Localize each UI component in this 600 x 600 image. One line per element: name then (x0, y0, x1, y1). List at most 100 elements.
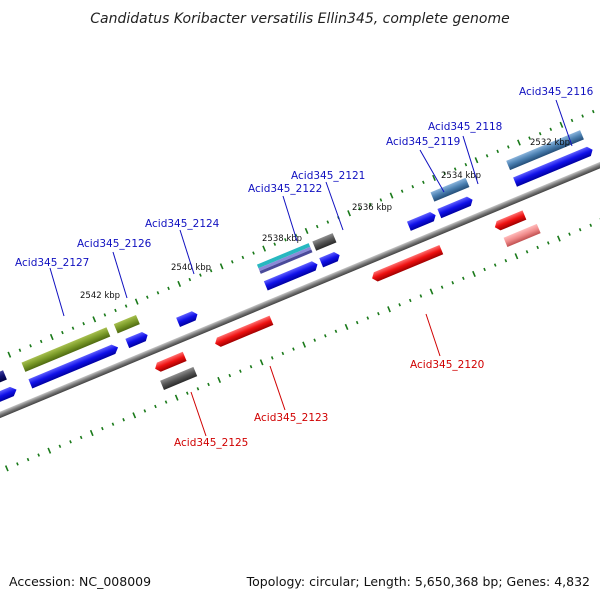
bottom-scale-tick (355, 320, 359, 325)
bottom-scale-tick (69, 440, 72, 444)
gene-2118-steel[interactable] (430, 177, 470, 202)
bottom-scale-tick (377, 311, 380, 316)
label-Acid345_2116[interactable]: Acid345_2116 (519, 86, 594, 98)
top-scale-tick (474, 157, 479, 164)
top-scale-tick (538, 132, 542, 136)
top-scale-tick (61, 330, 64, 335)
label-Acid345_2119[interactable]: Acid345_2119 (386, 136, 460, 148)
leader-2119 (419, 149, 445, 193)
top-scale-tick (103, 313, 107, 317)
top-scale-tick (167, 286, 170, 291)
gene-far-left-forward[interactable] (0, 385, 18, 404)
top-scale-tick (347, 210, 351, 217)
gene-2124-forward[interactable] (176, 310, 199, 327)
bottom-scale-tick (16, 462, 19, 466)
bottom-scale-tick (196, 387, 200, 391)
gene-2121-forward[interactable] (319, 250, 341, 268)
gene-2118-forward[interactable] (437, 195, 474, 219)
bottom-scale-tick (536, 245, 539, 250)
bottom-scale-tick (186, 391, 189, 395)
leader-2122 (282, 195, 298, 242)
bottom-scale-tick (451, 281, 455, 285)
gene-2116-forward[interactable] (513, 145, 594, 187)
top-scale-tick (570, 118, 574, 123)
bottom-scale-tick (164, 400, 168, 404)
leader-2116 (555, 99, 573, 147)
gene-2127-forward[interactable] (28, 343, 120, 389)
top-scale-tick (219, 263, 224, 270)
gene-2125-reverse[interactable] (153, 351, 187, 374)
bottom-scale-tick (270, 356, 274, 360)
gene-far-left-navy[interactable] (0, 370, 7, 388)
top-scale-tick (443, 171, 446, 176)
scale-ticks-top (0, 109, 595, 361)
top-scale-tick (29, 344, 32, 348)
gene-2122-forward[interactable] (263, 260, 320, 291)
scale-label-2542: 2542 kbp (80, 291, 120, 301)
top-scale-tick (82, 322, 85, 326)
bottom-scale-tick (143, 409, 147, 413)
top-scale-tick (549, 127, 553, 131)
gene-2122-steel[interactable] (259, 249, 313, 274)
map-title: Candidatus Koribacter versatilis Ellin34… (90, 11, 509, 27)
top-scale-tick (528, 136, 531, 140)
gene-2121-gray[interactable] (312, 233, 337, 251)
scale-label-2532: 2532 kbp (530, 138, 570, 148)
bottom-scale-tick (568, 232, 571, 236)
label-Acid345_2120[interactable]: Acid345_2120 (410, 359, 484, 371)
top-scale-tick (146, 295, 149, 299)
bottom-scale-tick (122, 418, 125, 422)
gene-2122-lavender[interactable] (258, 246, 312, 272)
label-Acid345_2122[interactable]: Acid345_2122 (248, 183, 322, 195)
bottom-scale-tick (154, 404, 157, 409)
gene-2120-reverse[interactable] (370, 244, 444, 283)
gene-2126-olive[interactable] (113, 314, 140, 334)
top-scale-tick (389, 192, 394, 199)
leader-2126 (112, 251, 128, 299)
leader-2123 (269, 365, 286, 411)
top-scale-tick (156, 291, 160, 295)
label-Acid345_2126[interactable]: Acid345_2126 (77, 238, 152, 250)
top-scale-tick (241, 255, 245, 260)
bottom-scale-tick (493, 263, 497, 267)
label-Acid345_2127[interactable]: Acid345_2127 (15, 257, 89, 269)
gene-2116-steel[interactable] (506, 130, 584, 171)
gene-right-reverse[interactable] (493, 210, 527, 232)
top-scale-tick (71, 326, 75, 330)
gene-right-pink[interactable] (503, 223, 541, 247)
leader-2125 (190, 391, 207, 437)
top-scale-tick (199, 273, 202, 277)
gene-2122-cyan[interactable] (256, 243, 311, 269)
gene-2125-gray[interactable] (160, 366, 198, 390)
gene-2127-olive[interactable] (21, 327, 111, 372)
top-scale-tick (134, 298, 139, 305)
top-scale-tick (411, 185, 415, 189)
leader-2127 (49, 267, 65, 317)
accession-text: Accession: NC_008009 (9, 574, 151, 589)
bottom-scale-tick (37, 453, 40, 457)
leader-2124 (179, 229, 195, 275)
top-scale-tick (177, 280, 182, 288)
bottom-scale-tick (398, 303, 401, 307)
top-scale-tick (188, 277, 192, 282)
label-Acid345_2118[interactable]: Acid345_2118 (428, 121, 502, 133)
bottom-scale-tick (440, 285, 444, 289)
label-Acid345_2121[interactable]: Acid345_2121 (291, 170, 365, 182)
top-scale-tick (49, 333, 54, 341)
label-Acid345_2125[interactable]: Acid345_2125 (174, 437, 248, 449)
bottom-scale-tick (525, 250, 529, 254)
bottom-scale-tick (79, 435, 83, 440)
bottom-scale-tick (281, 351, 285, 356)
gene-2126-forward[interactable] (125, 330, 149, 349)
label-Acid345_2123[interactable]: Acid345_2123 (254, 412, 328, 424)
top-scale-tick (358, 207, 362, 211)
reverse-genes (153, 210, 541, 390)
label-Acid345_2124[interactable]: Acid345_2124 (145, 218, 220, 230)
gene-2123-reverse[interactable] (213, 315, 274, 349)
bottom-scale-tick (429, 288, 434, 295)
bottom-scale-tick (514, 253, 519, 260)
top-scale-tick (262, 245, 267, 252)
bottom-scale-tick (504, 258, 508, 263)
gene-2119-forward[interactable] (406, 211, 438, 231)
